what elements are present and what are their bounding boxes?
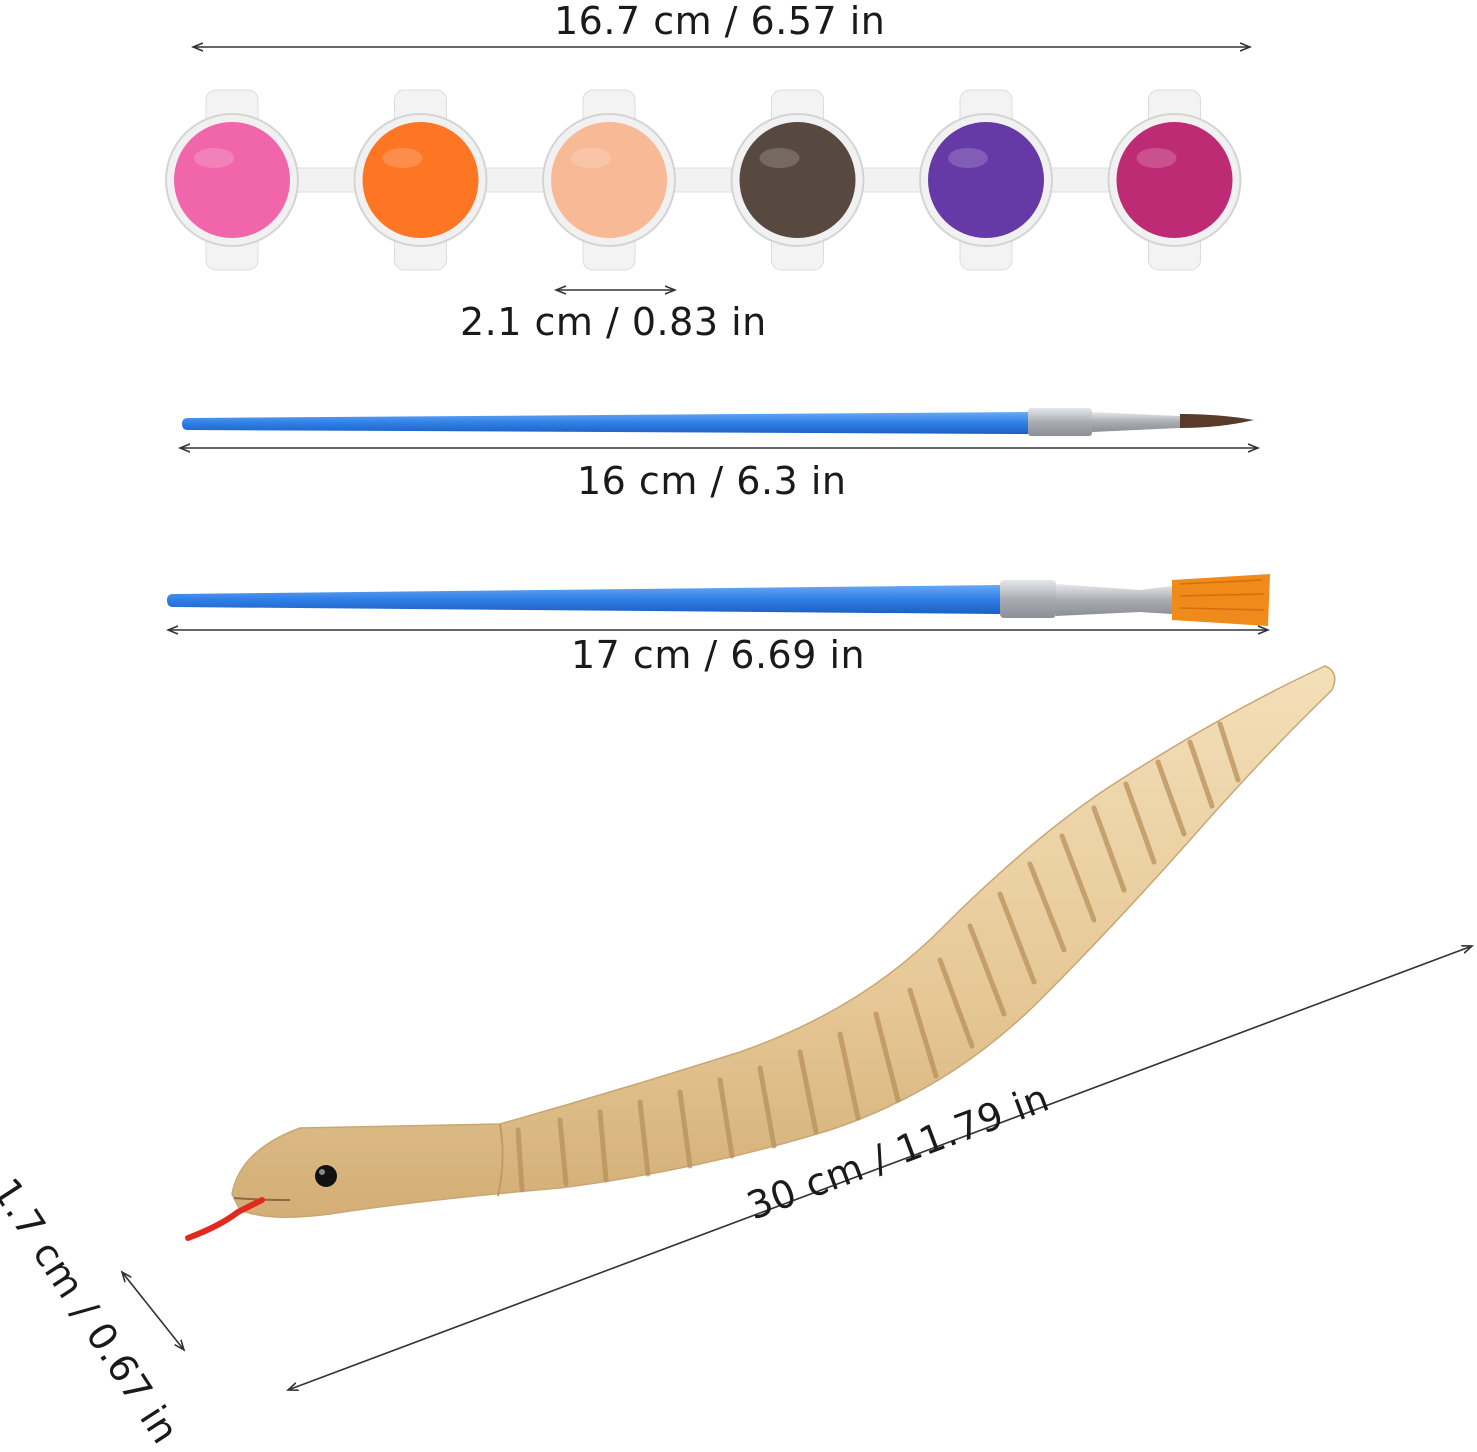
snake-groove xyxy=(1059,833,1097,923)
flat-brush-length-label: 17 cm / 6.69 in xyxy=(571,633,866,677)
paint-color-swatch xyxy=(362,122,479,238)
fine-brush-length-label: 16 cm / 6.3 in xyxy=(577,459,847,503)
paint-color-swatch xyxy=(739,122,856,238)
wooden-snake xyxy=(185,665,1336,1241)
paint-cup xyxy=(730,89,865,271)
fine-paint-brush xyxy=(182,408,1254,436)
snake-groove xyxy=(1091,805,1127,893)
snake-groove xyxy=(1155,759,1187,837)
snake-groove xyxy=(1217,721,1241,783)
snake-groove xyxy=(1187,739,1215,809)
snake-eye xyxy=(315,1165,337,1187)
paint-cup xyxy=(165,89,299,271)
snake-tongue xyxy=(185,1197,265,1241)
paint-cup-diameter-label: 2.1 cm / 0.83 in xyxy=(460,300,767,344)
paint-color-swatch xyxy=(174,122,290,238)
snake-groove xyxy=(1027,861,1067,953)
paint-cup xyxy=(919,89,1053,271)
paint-cup xyxy=(353,89,488,271)
snake-groove xyxy=(1123,781,1157,865)
paint-color-swatch xyxy=(928,122,1044,238)
snake-length-dimension-line xyxy=(288,946,1472,1390)
paint-strip xyxy=(165,89,1242,271)
snake-width-dimension-line xyxy=(122,1272,184,1350)
paint-color-swatch xyxy=(1116,122,1233,238)
paint-cup xyxy=(542,89,676,271)
flat-paint-brush xyxy=(167,574,1270,626)
paint-color-swatch xyxy=(551,122,667,238)
paint-strip-width-label: 16.7 cm / 6.57 in xyxy=(554,0,886,43)
paint-cup xyxy=(1107,89,1242,271)
